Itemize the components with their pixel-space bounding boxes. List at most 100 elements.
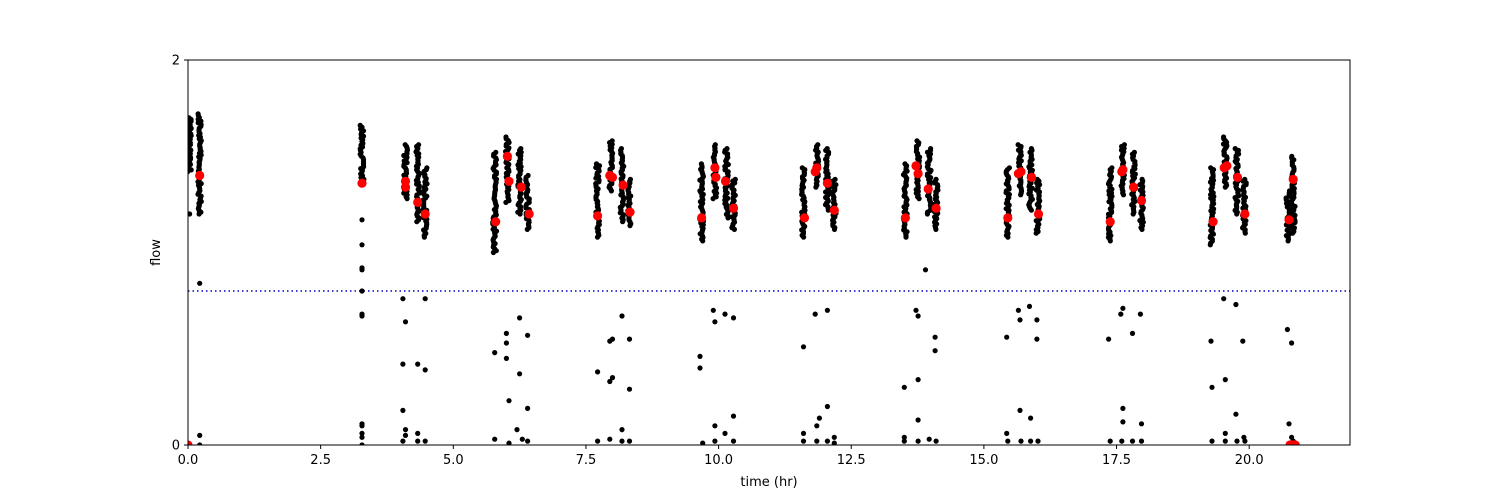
raw-point (607, 436, 613, 442)
raw-point (493, 149, 499, 155)
raw-point (800, 430, 807, 436)
raw-point (1233, 411, 1239, 417)
raw-point (1129, 330, 1136, 336)
raw-point (697, 365, 703, 371)
raw-point (503, 355, 509, 361)
raw-point (1006, 165, 1013, 171)
x-tick-label: 15.0 (969, 453, 998, 468)
x-tick-label: 10.0 (704, 453, 733, 468)
raw-point (1005, 438, 1011, 444)
raw-point (525, 405, 531, 411)
raw-point (1138, 421, 1145, 427)
raw-point (626, 336, 633, 342)
raw-point (626, 438, 633, 444)
raw-point (824, 146, 830, 152)
raw-point (359, 434, 365, 440)
raw-point (424, 165, 430, 171)
raw-point (710, 307, 716, 313)
summary-point (357, 178, 367, 188)
summary-point (1240, 209, 1250, 219)
raw-point (619, 427, 625, 433)
raw-point (814, 423, 820, 429)
summary-point (195, 170, 205, 181)
raw-point (1233, 301, 1239, 308)
x-tick-label: 7.5 (576, 453, 597, 468)
raw-point (901, 384, 907, 390)
summary-point (1128, 182, 1139, 192)
summary-point (420, 209, 430, 219)
raw-point (1240, 338, 1246, 344)
raw-point (357, 122, 363, 128)
raw-point (492, 436, 498, 442)
raw-point (1221, 134, 1227, 140)
raw-point (1121, 142, 1127, 148)
raw-point (824, 438, 831, 444)
raw-point (619, 313, 625, 319)
raw-point (1028, 415, 1034, 421)
raw-point (724, 146, 730, 152)
summary-point (913, 169, 923, 179)
raw-point (188, 115, 192, 121)
raw-point (712, 438, 718, 444)
raw-point (1131, 149, 1137, 155)
x-axis-label: time (hr) (740, 475, 797, 490)
x-tick-label: 0.0 (178, 453, 199, 468)
raw-point (1208, 165, 1214, 171)
raw-point (1222, 430, 1228, 436)
raw-point (197, 432, 203, 438)
raw-point (832, 176, 838, 182)
raw-point (932, 334, 938, 340)
raw-point (815, 142, 821, 148)
summary-point (720, 176, 731, 186)
raw-point (1118, 311, 1124, 317)
raw-point (722, 311, 728, 317)
raw-point (1028, 146, 1034, 152)
summary-point (799, 213, 810, 223)
x-tick-label: 5.0 (443, 453, 464, 468)
raw-point (799, 165, 805, 171)
summary-point (413, 197, 423, 207)
raw-point (506, 398, 512, 404)
summary-point (1284, 215, 1294, 225)
raw-point (933, 176, 939, 182)
raw-point (1209, 384, 1215, 390)
raw-point (1284, 326, 1290, 333)
raw-point (400, 438, 406, 444)
raw-point (359, 267, 365, 273)
raw-point (359, 430, 365, 436)
raw-point (816, 415, 823, 421)
summary-point (1232, 172, 1243, 182)
raw-point (1034, 317, 1040, 323)
summary-point (524, 209, 534, 219)
raw-point (824, 403, 831, 410)
summary-point (931, 203, 941, 213)
raw-point (422, 367, 428, 373)
summary-point (911, 161, 921, 171)
raw-point (1139, 176, 1145, 182)
raw-point (1242, 176, 1248, 182)
raw-point (525, 332, 531, 338)
raw-point (812, 311, 818, 317)
summary-point (491, 217, 501, 227)
plot-frame (187, 59, 1351, 446)
summary-point (1016, 167, 1026, 177)
raw-point (518, 146, 524, 152)
raw-point (1035, 438, 1041, 444)
summary-point (618, 180, 628, 190)
raw-point (1232, 146, 1238, 152)
summary-point (1027, 172, 1037, 182)
raw-point (359, 423, 365, 429)
raw-point (525, 172, 531, 179)
raw-point (1208, 338, 1214, 344)
raw-point (1120, 405, 1126, 411)
raw-point (915, 438, 921, 444)
raw-point (1004, 430, 1010, 436)
raw-point (824, 307, 831, 313)
x-tick-label: 12.5 (837, 453, 866, 468)
raw-point (402, 319, 409, 325)
raw-point (831, 434, 837, 440)
raw-point (415, 361, 421, 367)
summary-point (1118, 165, 1128, 175)
raw-point (197, 280, 203, 286)
raw-point (926, 436, 932, 442)
